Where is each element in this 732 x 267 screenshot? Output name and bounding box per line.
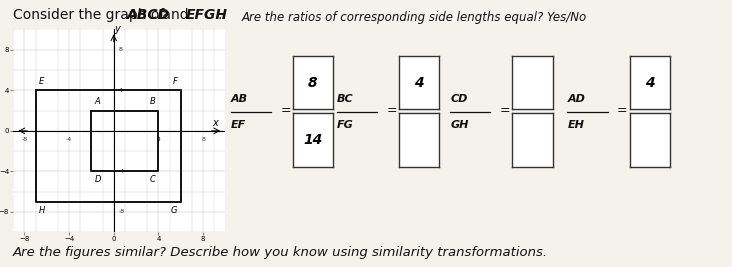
Text: B: B bbox=[149, 97, 155, 107]
Text: 8: 8 bbox=[308, 76, 318, 90]
Text: GH: GH bbox=[450, 120, 468, 130]
Text: EH: EH bbox=[567, 120, 584, 130]
Text: =: = bbox=[500, 104, 511, 117]
Text: 4: 4 bbox=[118, 88, 122, 93]
Text: Are the ratios of corresponding side lengths equal? Yes/No: Are the ratios of corresponding side len… bbox=[242, 11, 587, 24]
Text: AD: AD bbox=[567, 94, 585, 104]
Text: 14: 14 bbox=[303, 133, 323, 147]
Text: -4: -4 bbox=[66, 137, 72, 142]
Text: =: = bbox=[386, 104, 397, 117]
Text: G: G bbox=[171, 206, 177, 215]
Text: EFGH: EFGH bbox=[186, 8, 228, 22]
Text: y: y bbox=[114, 25, 120, 34]
Text: .: . bbox=[217, 8, 222, 22]
Text: AB: AB bbox=[231, 94, 247, 104]
Text: EF: EF bbox=[231, 120, 246, 130]
Text: -4: -4 bbox=[118, 169, 124, 174]
Text: and: and bbox=[158, 8, 193, 22]
Text: BC: BC bbox=[337, 94, 354, 104]
Text: CD: CD bbox=[450, 94, 468, 104]
Text: C: C bbox=[149, 175, 155, 184]
Text: x: x bbox=[212, 118, 217, 128]
Text: A: A bbox=[94, 97, 100, 107]
Text: 4: 4 bbox=[645, 76, 654, 90]
Text: 8: 8 bbox=[118, 47, 122, 52]
Text: =: = bbox=[280, 104, 291, 117]
Text: FG: FG bbox=[337, 120, 354, 130]
Text: H: H bbox=[39, 206, 45, 215]
Text: E: E bbox=[39, 77, 44, 86]
Text: Consider the graph of: Consider the graph of bbox=[13, 8, 169, 22]
Text: =: = bbox=[617, 104, 628, 117]
Text: 4: 4 bbox=[157, 137, 160, 142]
Text: ABCD: ABCD bbox=[127, 8, 170, 22]
Text: 8: 8 bbox=[201, 137, 205, 142]
Text: 4: 4 bbox=[414, 76, 424, 90]
Text: -8: -8 bbox=[21, 137, 27, 142]
Text: Are the figures similar? Describe how you know using similarity transformations.: Are the figures similar? Describe how yo… bbox=[13, 246, 548, 259]
Text: -8: -8 bbox=[118, 210, 124, 214]
Text: D: D bbox=[94, 175, 101, 184]
Text: F: F bbox=[173, 77, 177, 86]
